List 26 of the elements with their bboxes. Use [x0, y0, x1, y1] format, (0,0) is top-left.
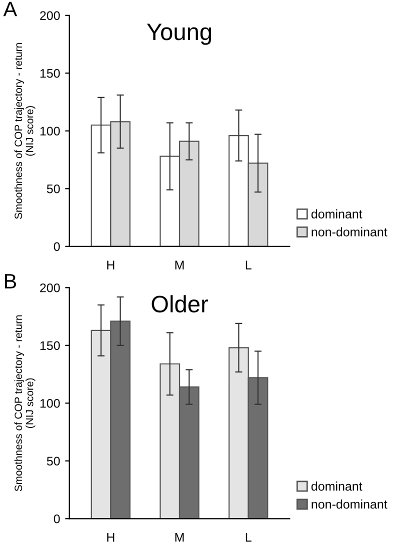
y-tick-label: 100 [40, 126, 60, 136]
y-tick-label: 150 [40, 341, 60, 350]
y-axis-title: Smoothness of COP trajectory - return (NIJ score) [14, 43, 36, 219]
x-tick-label: L [246, 533, 252, 542]
x-tick-label: H [107, 533, 114, 542]
y-tick-label: 0 [54, 514, 60, 524]
legend-label: dominant [311, 482, 362, 491]
y-tick-label: 150 [40, 68, 60, 78]
y-tick-label: 50 [46, 184, 60, 194]
y-axis-title: Smoothness of COP trajectory - return (NIJ score) [14, 315, 36, 492]
legend-label: dominant [311, 209, 362, 218]
text: A [3, 2, 18, 16]
y-tick-label: 200 [40, 11, 60, 20]
x-tick-label: M [175, 260, 184, 270]
x-tick-label: H [107, 260, 114, 270]
y-tick-label: 0 [54, 242, 60, 252]
chart-title: Young [146, 24, 212, 45]
y-tick-label: 50 [46, 456, 60, 466]
legend-label: non-dominant [312, 227, 388, 236]
y-tick-label: 200 [40, 283, 60, 292]
x-tick-label: M [175, 533, 184, 542]
y-tick-label: 100 [40, 398, 60, 408]
chart-title: Older [152, 295, 208, 312]
legend-label: non-dominant [312, 500, 388, 509]
text: B [4, 274, 16, 288]
x-tick-label: L [246, 260, 252, 270]
